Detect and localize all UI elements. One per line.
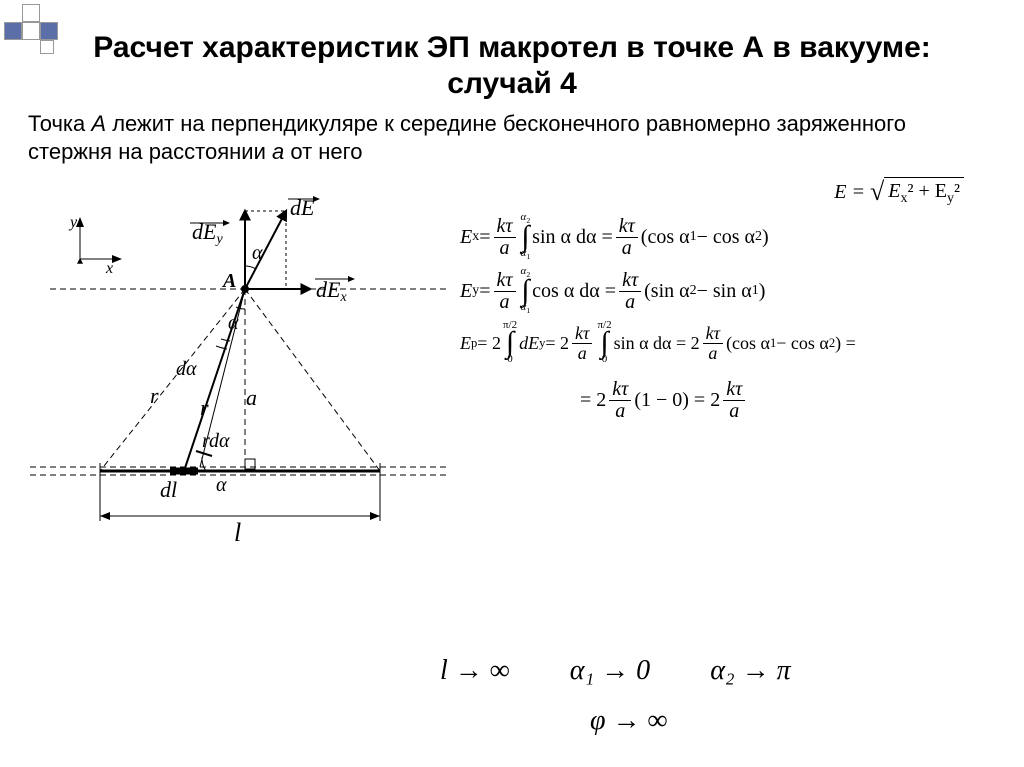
limit-alpha2: α₂ → π — [710, 655, 790, 687]
eq-Ey: Ey = kτa α2∫α1 cos α dα = kτa (sin α2 − … — [460, 267, 1004, 315]
svg-text:x: x — [105, 260, 113, 277]
eq-Ep-line1: Ep = 2 π/2∫0 dEy = 2 kτa π/2∫0 sin α dα … — [460, 321, 1004, 365]
slide-subtitle: Точка А лежит на перпендикуляре к середи… — [0, 110, 1024, 171]
svg-text:a: a — [246, 385, 257, 410]
limit-l: l → ∞ — [440, 655, 510, 687]
svg-text:l: l — [234, 518, 241, 547]
equations: E = √ Ex² + Ey² Ex = kτa α2∫α1 sin α dα … — [460, 171, 1004, 551]
svg-text:dE: dE — [290, 195, 315, 220]
svg-text:α: α — [252, 242, 263, 264]
limit-equations: l → ∞ α₁ → 0 α₂ → π φ → ∞ — [440, 655, 984, 737]
svg-text:α: α — [216, 474, 227, 496]
limit-phi: φ → ∞ — [590, 705, 667, 736]
svg-text:rdα: rdα — [202, 430, 230, 452]
limit-alpha1: α₁ → 0 — [570, 655, 650, 687]
svg-text:r: r — [200, 395, 209, 420]
svg-text:α: α — [228, 312, 239, 334]
diagram: y x A dE dEy dEx α α dα r r a rdα α dl l — [20, 171, 460, 551]
svg-text:dl: dl — [160, 477, 177, 502]
eq-E-magnitude: E = √ Ex² + Ey² — [460, 177, 1004, 207]
svg-text:dEx: dEx — [316, 277, 347, 305]
slide-title: Расчет характеристик ЭП макротел в точке… — [0, 0, 1024, 110]
content-area: y x A dE dEy dEx α α dα r r a rdα α dl l… — [0, 171, 1024, 551]
svg-text:y: y — [68, 214, 78, 231]
eq-Ex: Ex = kτa α2∫α1 sin α dα = kτa (cos α1 − … — [460, 213, 1004, 261]
eq-Ep-line2: = 2 kτa (1 − 0) = 2 kτa — [460, 379, 1004, 422]
svg-text:A: A — [221, 270, 236, 292]
svg-text:r: r — [150, 383, 159, 408]
svg-text:dα: dα — [176, 358, 197, 380]
